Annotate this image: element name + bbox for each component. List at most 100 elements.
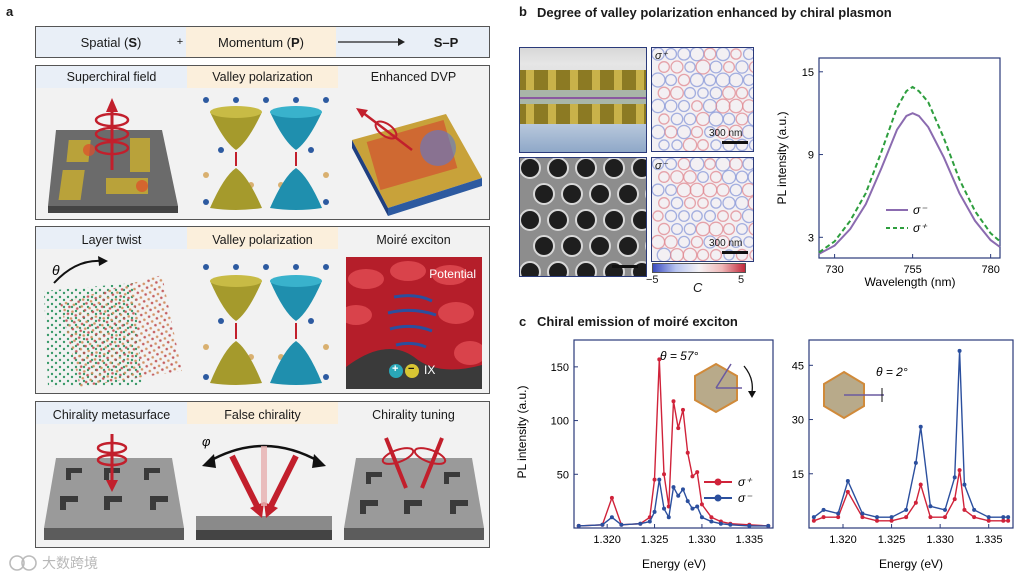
chart2-legend-marker-minus [714, 494, 722, 502]
c-map-plus-texture-ring-22 [728, 72, 744, 88]
c-map-plus-texture-ring-45 [722, 112, 736, 126]
c-map-minus-texture-ring-15 [747, 169, 753, 185]
c-map-plus-texture-ring-27 [697, 87, 709, 99]
chart2-point-0-16 [699, 502, 704, 507]
c-map-minus-texture-ring-26 [683, 196, 697, 210]
chart2-ytick-label-2: 150 [551, 362, 569, 374]
potential-label: Potential [429, 267, 476, 281]
chart1-ytick-label-0: 3 [808, 232, 814, 244]
c-map-plus-texture-ring-9 [670, 60, 684, 74]
c-map-minus-texture-ring-30 [734, 195, 750, 211]
header-arrow-icon [338, 38, 405, 46]
moire-pl-chart-right: 1.320 1.325 1.330 1.335 15 30 45 θ = 2° Energy… [792, 339, 1014, 571]
chart2-series-1 [578, 479, 769, 527]
c-map-plus-texture-ring-24 [657, 86, 671, 100]
watermark-text: 大数跨境 [42, 555, 98, 571]
chart1-xtick-label-2: 780 [981, 264, 999, 276]
c-map-plus-texture-ring-7 [742, 48, 753, 61]
sem-hole-20 [520, 261, 541, 276]
chart3-point-1-15 [972, 507, 977, 512]
c-map-minus-texture-ring-58 [682, 247, 698, 261]
chart3-point-0-7 [904, 515, 909, 520]
chart1-legend-plus: σ⁺ [913, 221, 928, 235]
c-map-minus-texture-ring-50 [677, 235, 691, 249]
hexagon-57-axis-tilt [715, 363, 732, 389]
c-map-plus-texture-ring-38 [728, 98, 744, 114]
c-map-minus-texture-ring-25 [670, 196, 684, 210]
colorbar-max: 5 [738, 274, 745, 286]
sem-hole-15 [533, 235, 555, 257]
sem-hole-array-image [519, 157, 647, 277]
chart3-angle-label: θ = 2° [876, 365, 908, 379]
c-map-minus-texture-ring-13 [721, 169, 737, 185]
twisted-lattice-illustration: θ [44, 256, 182, 387]
chart3-point-1-5 [875, 515, 879, 520]
c-map-minus-texture-ring-16 [652, 183, 665, 197]
c-map-minus-texture-ring-7 [742, 158, 753, 171]
chart2-point-1-3 [619, 522, 624, 527]
phi-symbol: φ [202, 434, 211, 449]
c-map-plus-texture-ring-57 [671, 139, 683, 151]
sem-hole-16 [561, 235, 583, 257]
sem-scalebar [612, 265, 638, 268]
header-momentum-bg [186, 27, 336, 57]
c-map-minus-texture-ring-3 [689, 158, 705, 172]
c-map-minus-texture-ring-49 [664, 235, 678, 249]
row2-title-bg [36, 227, 187, 249]
chart2-point-0-7 [657, 357, 662, 362]
chart1-xtick-label-1: 755 [903, 264, 921, 276]
chart3-point-1-4 [860, 511, 865, 516]
hexagon-57-rotation-arrow-icon [743, 365, 753, 393]
map-plus-scalebar [722, 141, 748, 144]
chart3-point-1-1 [821, 507, 826, 512]
chart3-ticks: 1.320 1.325 1.330 1.335 15 30 45 [792, 360, 1003, 546]
chart2-point-1-6 [652, 509, 657, 514]
chart2-point-1-0 [576, 523, 581, 528]
c-map-minus-texture-ring-62 [735, 248, 749, 261]
c-map-plus-texture-ring-32 [652, 98, 666, 114]
c-map-plus-texture-ring-33 [664, 99, 678, 113]
chart2-xlabel: Energy (eV) [642, 557, 706, 571]
chart3-point-1-16 [986, 515, 991, 520]
chart2-point-0-8 [662, 472, 667, 477]
chart3-ytick-label-0: 15 [792, 469, 804, 481]
sem-hole-13 [603, 209, 625, 231]
chart3-point-1-9 [918, 424, 923, 429]
chart1-ytick-label-1: 9 [808, 150, 814, 162]
c-map-minus-texture-ring-59 [696, 248, 710, 261]
c-map-plus-texture-ring-40 [658, 113, 670, 125]
c-map-plus-texture-ring-55 [741, 124, 753, 140]
chart1-lines [818, 85, 1001, 255]
sem-hole-17 [589, 235, 611, 257]
chart2-point-1-11 [676, 493, 681, 498]
c-map-plus-texture-ring-47 [747, 111, 753, 127]
c-map-minus-texture-ring-53 [716, 235, 730, 249]
chart3-point-0-1 [821, 515, 826, 520]
c-map-minus-texture-ring-51 [690, 235, 704, 249]
c-map-minus-texture-ring-57 [669, 247, 685, 261]
chart2-lines [576, 357, 771, 528]
chart2-point-0-6 [652, 477, 657, 482]
chart3-point-0-2 [836, 515, 841, 520]
sem-hole-6 [561, 183, 583, 205]
row1-title-bg [36, 66, 187, 88]
chart3-xlabel: Energy (eV) [879, 557, 943, 571]
row1-title-bg-2 [187, 66, 338, 88]
chart3-point-0-15 [972, 515, 977, 520]
chart3-point-1-10 [928, 504, 933, 509]
c-map-minus-texture-ring-32 [652, 210, 664, 222]
c-map-plus-texture-ring-58 [682, 137, 698, 151]
c-map-plus-texture-ring-62 [735, 138, 749, 151]
row2-title-1: Layer twist [81, 233, 142, 247]
chart2-point-1-7 [657, 477, 662, 482]
c-map-minus-texture-ring-56 [656, 247, 672, 261]
chart3-point-1-14 [962, 482, 967, 487]
c-map-minus-texture-ring-63 [749, 249, 753, 261]
c-map-plus-texture-ring-61 [722, 138, 736, 151]
c-map-plus-texture-ring-42 [683, 112, 697, 126]
c-map-minus-texture-ring-31 [747, 195, 753, 211]
device-cross-section-image [519, 47, 647, 153]
sem-hole-12 [575, 209, 597, 231]
sem-hole-18 [617, 235, 639, 257]
c-map-plus-texture-ring-50 [676, 124, 692, 140]
